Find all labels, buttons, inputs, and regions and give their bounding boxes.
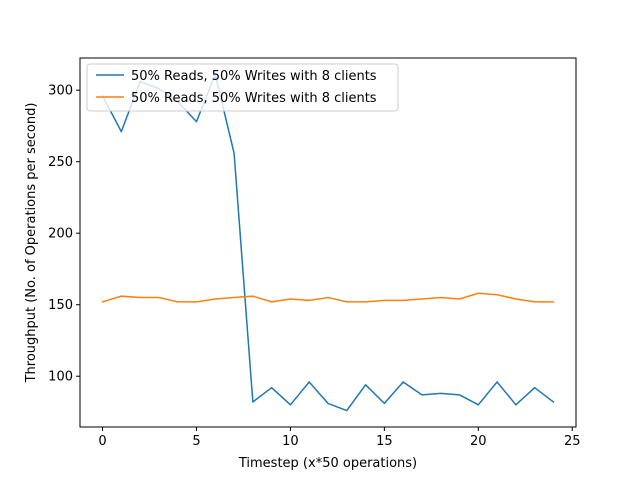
x-tick-label: 15	[376, 434, 393, 449]
y-tick-label: 250	[48, 155, 73, 170]
x-tick-label: 0	[98, 434, 106, 449]
legend-label-series-1: 50% Reads, 50% Writes with 8 clients	[131, 69, 377, 84]
legend-frame	[86, 63, 399, 112]
y-tick-label: 150	[48, 298, 73, 313]
x-axis-label: Timestep (x*50 operations)	[238, 456, 417, 471]
y-tick-label: 300	[48, 84, 73, 99]
x-axis-ticks: 0 5 10 15 20 25	[98, 427, 581, 449]
plot-area	[80, 58, 576, 427]
y-axis-ticks: 100 150 200 250 300	[48, 84, 80, 385]
x-tick-label: 10	[282, 434, 299, 449]
x-tick-label: 20	[470, 434, 487, 449]
plot-frame	[79, 57, 577, 428]
legend-label-series-2: 50% Reads, 50% Writes with 8 clients	[131, 91, 377, 106]
y-tick-label: 100	[48, 370, 73, 385]
y-tick-label: 200	[48, 227, 73, 242]
legend: 50% Reads, 50% Writes with 8 clients 50%…	[86, 63, 399, 112]
series-line-2	[101, 292, 555, 303]
x-tick-label: 5	[192, 434, 200, 449]
x-tick-label: 25	[564, 434, 581, 449]
y-axis-label: Throughput (No. of Operations per second…	[24, 103, 39, 384]
